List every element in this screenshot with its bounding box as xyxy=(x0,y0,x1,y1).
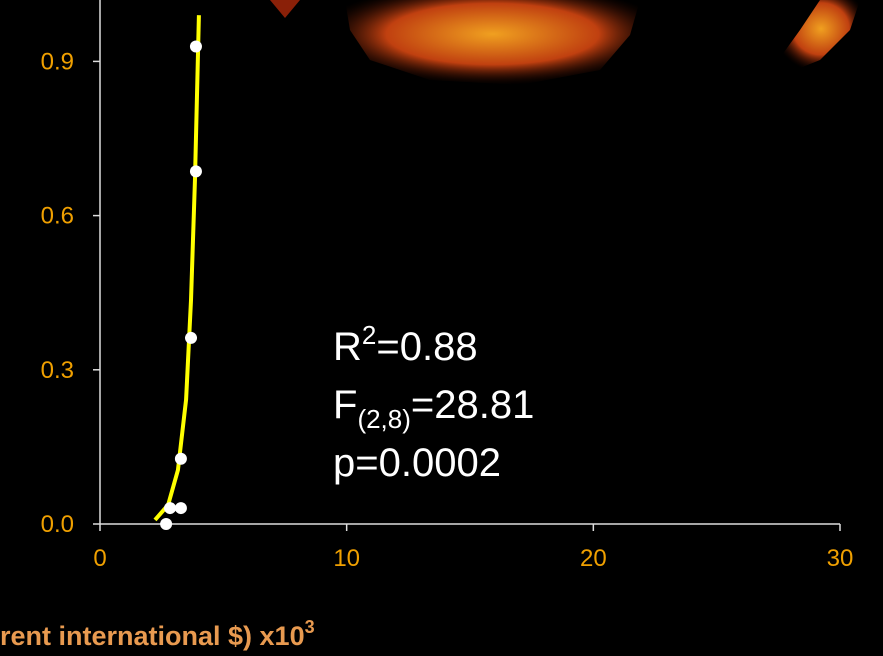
y-tick-label: 0.3 xyxy=(41,357,74,384)
x-axis-label: rent international $) x103 xyxy=(0,617,315,651)
y-tick-label: 0.9 xyxy=(41,48,74,75)
annotation-rest: =0.88 xyxy=(376,325,477,369)
point xyxy=(174,502,187,515)
x-tick-label: 0 xyxy=(93,545,106,572)
x-tick-label: 10 xyxy=(333,545,360,572)
annotation-text: R xyxy=(333,325,362,369)
annotation: F(2,8)=28.81 xyxy=(333,383,534,434)
annotation-sup: 2 xyxy=(362,320,376,350)
annotation: R2=0.88 xyxy=(333,320,478,369)
map-fragment xyxy=(345,0,640,85)
point xyxy=(164,502,177,515)
annotation-text: p=0.0002 xyxy=(333,441,501,485)
annotation-sub: (2,8) xyxy=(357,404,410,434)
map-fragment xyxy=(782,0,860,72)
x-axis-label-text: rent international $) x10 xyxy=(0,621,305,651)
point xyxy=(189,40,202,53)
x-tick-label: 20 xyxy=(580,545,607,572)
y-tick-label: 0.6 xyxy=(41,203,74,230)
x-tick-label: 30 xyxy=(827,545,854,572)
annotation-rest: =28.81 xyxy=(411,383,534,427)
point xyxy=(185,331,198,344)
y-tick-label: 0.0 xyxy=(41,511,74,538)
point xyxy=(160,518,173,530)
annotation-text: F xyxy=(333,383,357,427)
x-axis-label-sup: 3 xyxy=(305,617,315,637)
map-fragment xyxy=(270,0,300,18)
point xyxy=(189,165,202,178)
annotation: p=0.0002 xyxy=(333,441,501,485)
point xyxy=(174,452,187,465)
